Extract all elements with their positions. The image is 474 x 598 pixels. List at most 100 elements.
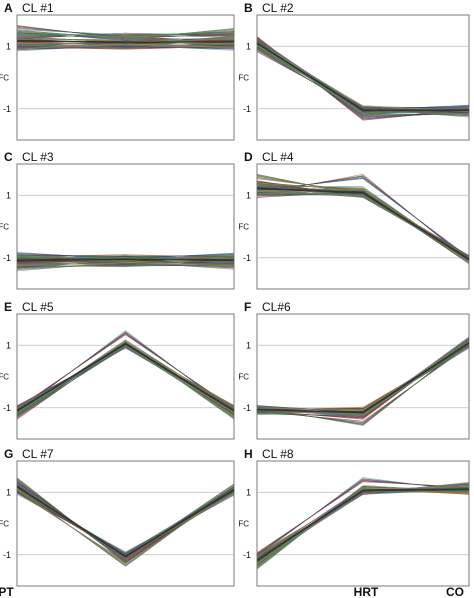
y-tick-label-c-1: 1 — [6, 190, 11, 200]
shared-x-axis-labels: PT HRT CO — [0, 585, 464, 598]
trace-group-h — [257, 477, 469, 570]
panel-title-e: CL #5 — [22, 300, 54, 314]
panel-title-b: CL #2 — [262, 1, 294, 15]
y-axis-label-b: FC — [238, 74, 249, 83]
series-line-b-11-6 — [257, 41, 469, 111]
series-line-a-11-4 — [17, 43, 234, 50]
series-line-d-5-6 — [257, 175, 469, 261]
y-axis-label-g: FC — [0, 520, 9, 529]
series-line-c-10-4 — [17, 255, 234, 261]
y-axis-label-c: FC — [0, 223, 9, 232]
y-tick-label-c--1: -1 — [3, 253, 11, 263]
y-axis-label-h: FC — [238, 520, 249, 529]
y-tick-label-b-1: 1 — [246, 41, 251, 51]
y-axis-label-e: FC — [0, 373, 9, 382]
series-line-c-11-7 — [17, 262, 234, 267]
series-line-c-5-4 — [17, 254, 234, 258]
panel-title-c: CL #3 — [22, 150, 54, 164]
panel-a: A CL #1 1 -1 FC — [0, 1, 235, 141]
cluster-core-line-a — [17, 39, 234, 44]
panel-title-g: CL #7 — [22, 447, 54, 461]
series-line-c-11-6 — [17, 263, 234, 269]
y-axis-label-a: FC — [0, 74, 9, 83]
series-line-c-11-4 — [17, 262, 234, 270]
panel-letter-a: A — [4, 1, 13, 15]
x-tick-label-hrt: HRT — [354, 585, 379, 598]
y-tick-label-h-1: 1 — [246, 487, 251, 497]
panel-letter-f: F — [244, 300, 251, 314]
trace-group-d — [257, 173, 469, 264]
series-line-e-10-4 — [17, 341, 234, 420]
panel-c: C CL #3 1 -1 FC — [0, 150, 235, 290]
x-tick-label-pt: PT — [0, 585, 14, 598]
series-line-g-9-6 — [17, 489, 234, 564]
y-tick-label-g--1: -1 — [3, 550, 11, 560]
series-line-a-10-7 — [17, 28, 234, 39]
trace-group-f — [257, 336, 469, 426]
panel-letter-h: H — [244, 447, 253, 461]
series-line-a-7-4 — [17, 32, 234, 40]
series-line-g-9-4 — [17, 491, 234, 563]
y-axis-label-f: FC — [238, 373, 249, 382]
series-line-e-11-7 — [17, 344, 234, 409]
cluster-core-line-d — [257, 187, 469, 261]
cluster-core-line-f — [257, 342, 469, 414]
plot-frame-f — [256, 313, 470, 440]
panel-g: G CL #7 1 -1 FC — [0, 447, 235, 587]
cluster-core-line-h — [257, 488, 469, 562]
panel-f: F CL#6 1 -1 FC — [238, 300, 470, 440]
panel-title-d: CL #4 — [262, 150, 294, 164]
trace-group-b — [257, 35, 469, 121]
series-line-h-11-4 — [257, 486, 469, 565]
cluster-core-line-e — [17, 342, 234, 412]
series-line-a-11-7 — [17, 43, 234, 49]
panel-title-h: CL #8 — [262, 447, 294, 461]
series-line-f-7-4 — [257, 345, 469, 422]
y-tick-label-h--1: -1 — [243, 550, 251, 560]
panel-letter-e: E — [4, 300, 12, 314]
panel-d: D CL #4 1 -1 FC — [238, 150, 470, 290]
panel-e: E CL #5 1 -1 FC — [0, 300, 235, 440]
panel-title-a: CL #1 — [22, 1, 54, 15]
plot-frame-b — [256, 14, 470, 141]
panel-h: H CL #8 1 -1 FC — [238, 447, 470, 587]
trace-group-g — [17, 477, 234, 567]
series-line-a-11-6 — [17, 45, 234, 48]
series-line-f-11-7 — [257, 337, 469, 415]
series-line-e-6-7 — [17, 333, 234, 409]
y-axis-label-d: FC — [238, 223, 249, 232]
trace-group-a — [17, 25, 234, 52]
series-line-f-11-4 — [257, 340, 469, 415]
y-tick-label-d--1: -1 — [243, 253, 251, 263]
panel-letter-c: C — [4, 150, 13, 164]
series-line-h-6-7 — [257, 480, 469, 554]
y-tick-label-b--1: -1 — [243, 104, 251, 114]
y-tick-label-g-1: 1 — [6, 487, 11, 497]
series-line-f-7-7 — [257, 341, 469, 426]
plot-frame-c — [16, 163, 235, 290]
panel-b: B CL #2 1 -1 FC — [238, 1, 470, 141]
cluster-core-line-g — [17, 485, 234, 558]
series-line-f-7-6 — [257, 344, 469, 424]
y-tick-label-e--1: -1 — [3, 403, 11, 413]
panel-letter-d: D — [244, 150, 253, 164]
series-line-c-10-6 — [17, 256, 234, 260]
y-tick-label-e-1: 1 — [6, 340, 11, 350]
y-tick-label-a--1: -1 — [3, 104, 11, 114]
y-tick-label-f--1: -1 — [243, 403, 251, 413]
plot-frame-g — [16, 460, 235, 587]
y-tick-label-a-1: 1 — [6, 41, 11, 51]
panel-letter-g: G — [4, 447, 13, 461]
series-line-d-10-6 — [257, 191, 469, 261]
x-tick-label-co: CO — [446, 585, 464, 598]
trace-group-c — [17, 252, 234, 272]
series-line-c-5-6 — [17, 255, 234, 257]
series-line-c-11-5 — [17, 263, 234, 267]
series-line-b-10-7 — [257, 43, 469, 114]
y-tick-label-d-1: 1 — [246, 190, 251, 200]
cluster-core-line-b — [257, 42, 469, 112]
series-line-a-10-4 — [17, 32, 234, 36]
cluster-core-line-c — [17, 258, 234, 262]
series-line-e-6-6 — [17, 331, 234, 412]
